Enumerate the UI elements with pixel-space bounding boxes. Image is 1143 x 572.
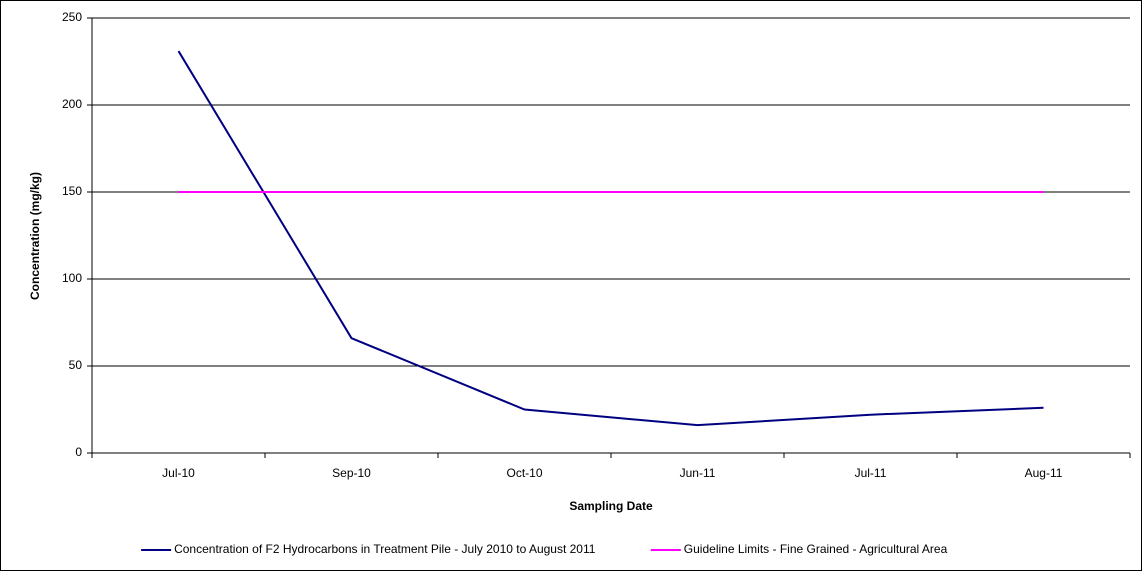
y-tick-label: 200 (62, 97, 82, 111)
line-series (177, 50, 1044, 427)
x-tick-label: Jun-11 (680, 466, 716, 480)
y-axis-title: Concentration (mg/kg) (28, 172, 42, 300)
x-tick-label: Jul-11 (855, 466, 887, 480)
y-tick-label: 150 (62, 184, 82, 198)
x-tick-label: Sep-10 (332, 466, 371, 480)
x-tick-label: Oct-10 (506, 466, 542, 480)
x-axis-title: Sampling Date (569, 499, 653, 513)
y-tick-label: 100 (62, 271, 82, 285)
x-tick-label: Aug-11 (1025, 466, 1063, 480)
y-tick-label: 0 (75, 445, 82, 459)
y-tick-label: 50 (69, 358, 83, 372)
y-tick-label: 250 (62, 10, 82, 24)
legend-label: Guideline Limits - Fine Grained - Agricu… (684, 542, 948, 556)
x-tick-label: Jul-10 (162, 466, 195, 480)
legend-label: Concentration of F2 Hydrocarbons in Trea… (174, 542, 596, 556)
